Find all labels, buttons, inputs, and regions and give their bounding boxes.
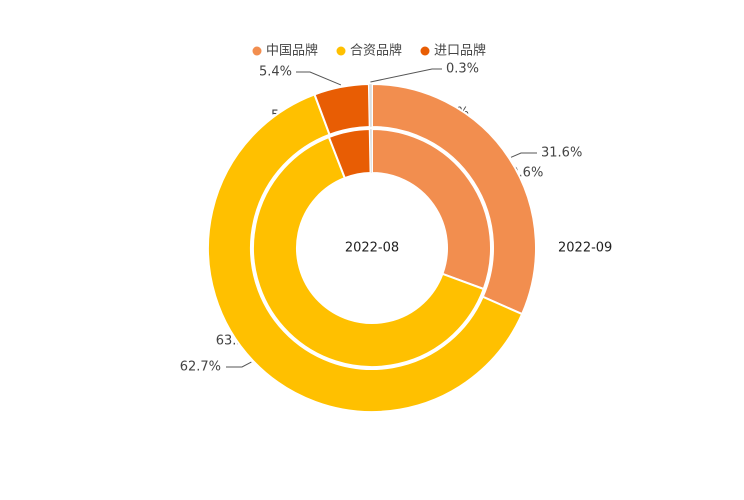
legend-label-2: 进口品牌	[434, 43, 486, 59]
inner-slice-0	[371, 127, 492, 291]
inner-series-name: 2022-08	[345, 241, 399, 256]
legend-marker-2	[420, 46, 430, 56]
outer-leader-0	[510, 152, 537, 158]
outer-data-label-small: 0.3%	[446, 62, 479, 77]
legend-label-0: 中国品牌	[266, 43, 318, 59]
outer-data-label-0: 31.6%	[541, 146, 582, 161]
outer-data-label-2: 5.4%	[259, 65, 292, 80]
legend-marker-0	[252, 46, 262, 56]
legend-label-1: 合资品牌	[350, 43, 402, 59]
inner-slice-1	[252, 135, 485, 368]
outer-data-label-1: 62.7%	[180, 360, 221, 375]
outer-leader-2	[296, 71, 342, 86]
legend-marker-1	[336, 46, 346, 56]
inner-slice-small	[369, 128, 373, 174]
outer-slice-small	[368, 83, 373, 128]
outer-leader-small	[370, 68, 442, 83]
outer-leader-1	[226, 361, 252, 368]
outer-slice-1	[207, 93, 524, 413]
outer-series-name: 2022-09	[558, 241, 612, 256]
